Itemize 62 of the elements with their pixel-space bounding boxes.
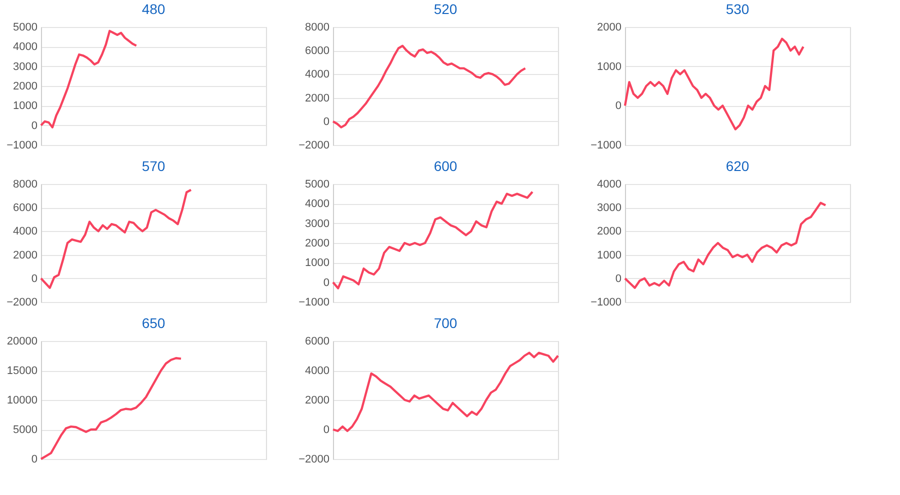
y-tick-label: −2000 [298, 140, 330, 152]
y-tick-label: 4000 [13, 41, 38, 54]
chart-title: 480 [142, 1, 166, 17]
line-series [332, 352, 560, 432]
y-tick-label: 2000 [597, 22, 622, 34]
y-tick-label: 3000 [597, 202, 622, 214]
chart-title: 620 [726, 158, 750, 174]
y-tick-label: 3000 [13, 60, 38, 73]
y-tick-label: 6000 [13, 202, 38, 214]
line-series [40, 30, 138, 128]
line-series [40, 357, 182, 460]
y-tick-label: −2000 [6, 296, 38, 308]
y-tick-label: 8000 [305, 22, 330, 34]
y-tick-label: 2000 [13, 249, 38, 262]
y-tick-label: 0 [323, 276, 330, 289]
y-tick-label: 2000 [305, 394, 330, 406]
chart-title: 600 [434, 158, 458, 174]
line-series [624, 202, 827, 289]
y-tick-label: 6000 [305, 45, 330, 58]
y-tick-label: 2000 [13, 80, 38, 92]
y-tick-label: 0 [615, 272, 622, 285]
chart-title: 570 [142, 158, 166, 174]
y-tick-label: 2000 [305, 92, 330, 104]
y-tick-label: −2000 [298, 454, 330, 466]
y-tick-label: 15000 [6, 365, 38, 377]
y-tick-label: 5000 [13, 22, 38, 34]
y-tick-label: 0 [323, 424, 330, 436]
y-tick-label: −1000 [590, 140, 622, 152]
line-series [332, 44, 526, 128]
chart-title: 700 [434, 315, 458, 331]
y-tick-label: 0 [323, 116, 330, 128]
y-tick-label: 5000 [305, 178, 330, 190]
y-tick-label: 20000 [6, 336, 38, 348]
y-tick-label: 6000 [305, 336, 330, 348]
y-tick-label: 3000 [305, 218, 330, 230]
y-tick-label: 1000 [13, 100, 38, 112]
chart-title: 520 [434, 1, 458, 17]
y-tick-label: 4000 [305, 68, 330, 81]
y-tick-label: 4000 [13, 226, 38, 238]
y-tick-label: −1000 [298, 296, 330, 308]
line-series [40, 188, 192, 289]
y-tick-label: 1000 [305, 257, 330, 270]
chart-title: 530 [726, 1, 750, 17]
y-tick-label: 0 [31, 272, 38, 285]
line-series [624, 38, 804, 130]
y-tick-label: 5000 [13, 424, 38, 436]
line-series [332, 190, 534, 290]
y-tick-label: 2000 [597, 226, 622, 238]
y-tick-label: 4000 [305, 365, 330, 377]
y-tick-label: 1000 [597, 60, 622, 73]
y-tick-label: −1000 [6, 140, 38, 152]
chart-title: 650 [142, 315, 166, 331]
y-tick-label: 1000 [597, 249, 622, 262]
y-tick-label: 2000 [305, 238, 330, 250]
y-tick-label: 0 [31, 120, 38, 132]
y-tick-label: 4000 [305, 198, 330, 210]
y-tick-label: 8000 [13, 178, 38, 190]
y-tick-label: −1000 [590, 296, 622, 308]
y-tick-label: 0 [31, 454, 38, 466]
y-tick-label: 10000 [6, 394, 38, 406]
y-tick-label: 0 [615, 100, 622, 112]
y-tick-label: 4000 [597, 178, 622, 190]
